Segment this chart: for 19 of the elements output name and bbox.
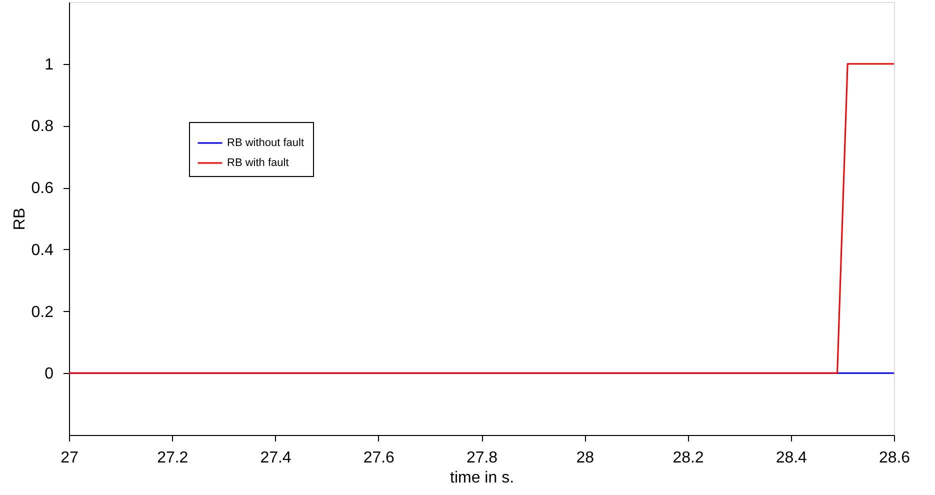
x-tick-label: 27 <box>60 450 78 466</box>
x-tick-label: 27.2 <box>157 450 188 466</box>
legend-label: RB with fault <box>227 157 289 169</box>
x-tick-label: 27.4 <box>260 450 292 466</box>
y-tick-label: 1 <box>44 56 54 74</box>
x-tick-label: 28.2 <box>672 450 704 466</box>
x-tick-label: 28.6 <box>878 450 910 466</box>
x-axis-title: time in s. <box>450 470 514 486</box>
x-tick-label: 27.6 <box>363 450 395 466</box>
legend-label: RB without fault <box>227 137 304 149</box>
y-tick-label: 0.2 <box>31 304 54 321</box>
y-tick-label: 0.6 <box>31 180 54 198</box>
y-tick-label: 0.8 <box>31 118 54 136</box>
x-tick-label: 28.4 <box>776 450 808 466</box>
y-axis-title: RB <box>11 208 28 230</box>
y-tick-label: 0.4 <box>31 242 54 259</box>
x-tick-label: 27.8 <box>466 450 498 466</box>
y-tick-label: 0 <box>44 366 54 383</box>
x-tick-label: 28 <box>576 450 594 466</box>
